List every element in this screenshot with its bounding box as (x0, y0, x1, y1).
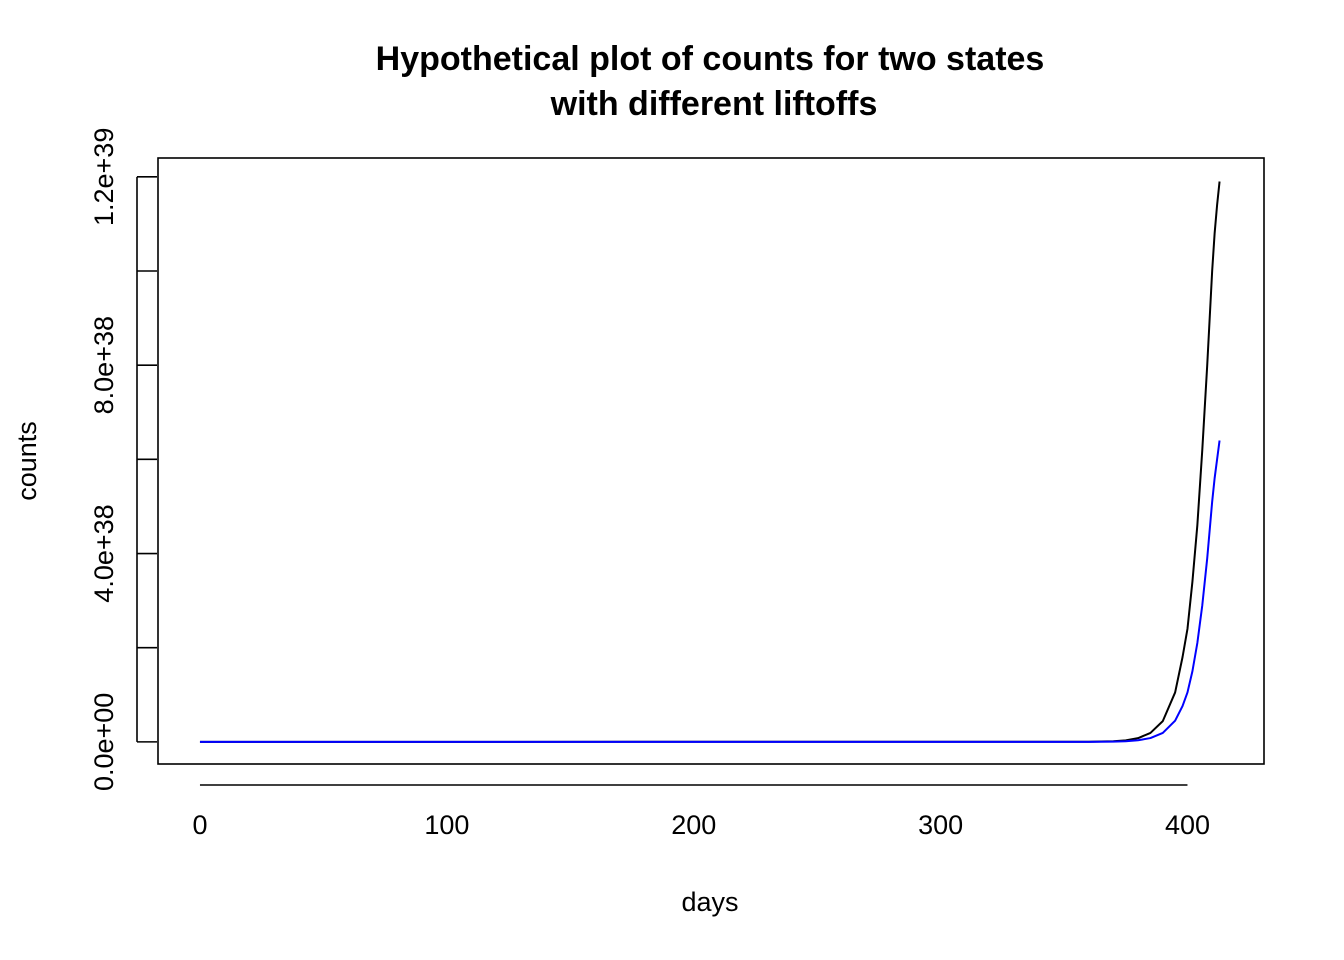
y-tick-label: 1.2e+39 (89, 128, 119, 226)
y-tick-label: 0.0e+00 (89, 693, 119, 791)
plot-frame (157, 157, 1265, 765)
x-tick-label: 100 (424, 810, 469, 840)
x-tick-label: 200 (671, 810, 716, 840)
x-tick-label: 400 (1165, 810, 1210, 840)
x-axis: 0 100 200 300 400 (192, 784, 1210, 840)
series-layer (199, 181, 1221, 743)
chart-title-line-1: Hypothetical plot of counts for two stat… (376, 40, 1045, 78)
y-axis: 0.0e+00 4.0e+38 8.0e+38 1.2e+39 (89, 128, 157, 791)
x-tick-label: 300 (918, 810, 963, 840)
y-tick-label: 4.0e+38 (89, 504, 119, 602)
y-tick-label: 8.0e+38 (89, 316, 119, 414)
y-axis-label: counts (12, 421, 42, 501)
chart-title-line-2: with different liftoffs (550, 85, 878, 123)
series-line-2 (199, 440, 1221, 743)
series-line-1 (199, 181, 1221, 743)
x-axis-label: days (681, 887, 738, 917)
x-tick-label: 0 (192, 810, 207, 840)
